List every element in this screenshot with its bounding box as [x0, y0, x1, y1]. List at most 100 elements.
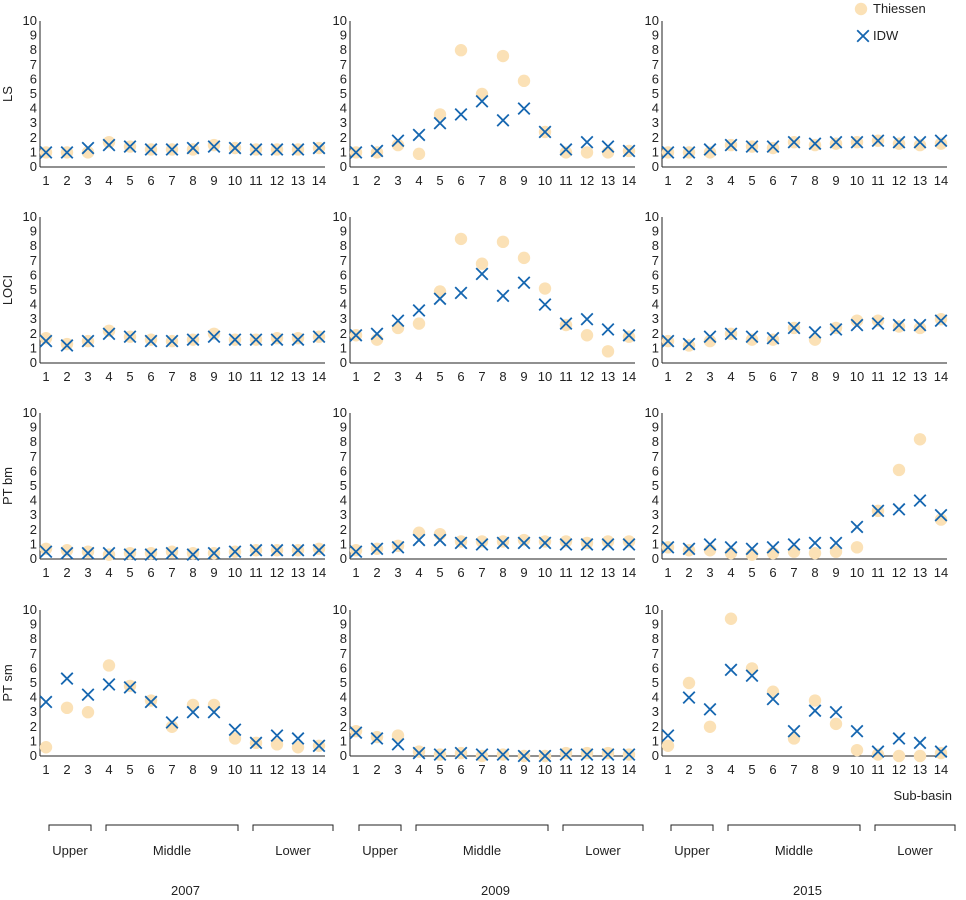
- x-tick-label: 1: [664, 173, 671, 188]
- thiessen-point: [412, 147, 426, 161]
- y-tick-label: 8: [652, 434, 659, 449]
- row-label-1: LS: [0, 86, 15, 102]
- thiessen-point: [517, 251, 531, 265]
- x-tick-label: 13: [291, 762, 305, 777]
- y-tick-label: 8: [652, 42, 659, 57]
- y-tick-label: 6: [652, 71, 659, 86]
- thiessen-point: [703, 720, 717, 733]
- x-tick-label: 10: [228, 762, 242, 777]
- idw-point: [102, 138, 116, 152]
- x-tick-label: 11: [249, 173, 263, 188]
- thiessen-point: [433, 108, 447, 121]
- legend-idw-label: IDW: [873, 28, 899, 43]
- x-tick-label: 5: [126, 369, 133, 384]
- x-tick-label: 14: [622, 173, 636, 188]
- x-tick-label: 9: [520, 173, 527, 188]
- y-tick-label: 10: [333, 602, 347, 617]
- x-tick-label: 1: [42, 173, 49, 188]
- thiessen-point: [186, 546, 200, 560]
- idw-point: [228, 141, 242, 155]
- thiessen-point: [622, 535, 636, 548]
- thiessen-point: [850, 743, 864, 757]
- thiessen-point: [913, 138, 927, 152]
- idw-point: [249, 143, 263, 156]
- idw-point: [913, 736, 927, 750]
- x-tick-label: 7: [168, 565, 175, 580]
- group-bracket: [358, 824, 402, 831]
- idw-point: [60, 672, 74, 686]
- thiessen-point: [601, 535, 615, 548]
- idw-point: [186, 141, 200, 155]
- x-tick-label: 3: [706, 565, 713, 580]
- x-tick-label: 6: [147, 762, 154, 777]
- x-tick-label: 3: [84, 565, 91, 580]
- idw-point: [559, 143, 573, 156]
- x-axis-label: Sub-basin: [893, 788, 952, 803]
- thiessen-point: [102, 135, 116, 149]
- idw-point: [745, 669, 759, 683]
- group-label: Upper: [52, 843, 88, 858]
- thiessen-point: [538, 282, 552, 295]
- idw-point: [433, 533, 447, 547]
- y-tick-label: 9: [30, 617, 37, 632]
- thiessen-point: [808, 546, 822, 560]
- thiessen-point: [934, 313, 948, 326]
- x-tick-label: 2: [373, 762, 380, 777]
- thiessen-point: [102, 659, 116, 672]
- x-tick-label: 1: [352, 369, 359, 384]
- x-tick-label: 12: [892, 369, 906, 384]
- idw-point: [412, 128, 426, 142]
- idw-point: [291, 732, 305, 745]
- x-tick-label: 9: [832, 565, 839, 580]
- thiessen-point: [60, 337, 74, 351]
- x-tick-label: 4: [105, 762, 112, 777]
- x-tick-label: 10: [850, 173, 864, 188]
- y-tick-label: 10: [333, 209, 347, 224]
- x-tick-label: 2: [63, 173, 70, 188]
- idw-point: [829, 705, 843, 719]
- x-tick-label: 9: [210, 173, 217, 188]
- x-tick-label: 4: [415, 565, 422, 580]
- x-tick-label: 5: [436, 369, 443, 384]
- x-tick-label: 4: [105, 369, 112, 384]
- y-tick-label: 6: [652, 660, 659, 675]
- x-tick-label: 4: [727, 762, 734, 777]
- thiessen-point: [682, 339, 696, 352]
- y-tick-label: 2: [340, 719, 347, 734]
- thiessen-point: [745, 548, 759, 561]
- idw-point: [144, 695, 158, 709]
- x-tick-label: 7: [790, 565, 797, 580]
- x-tick-label: 12: [892, 173, 906, 188]
- y-tick-label: 1: [30, 733, 37, 748]
- y-tick-label: 8: [30, 238, 37, 253]
- x-tick-label: 6: [147, 173, 154, 188]
- idw-point: [370, 732, 384, 745]
- thiessen-point: [766, 333, 780, 346]
- thiessen-point: [934, 746, 948, 760]
- legend-thiessen-marker: [854, 2, 868, 16]
- x-tick-label: 4: [415, 762, 422, 777]
- idw-point: [81, 141, 95, 155]
- y-tick-label: 6: [340, 71, 347, 86]
- thiessen-point: [559, 535, 573, 548]
- thiessen-point: [517, 533, 531, 547]
- x-tick-label: 10: [850, 565, 864, 580]
- idw-point: [601, 322, 615, 336]
- x-tick-label: 7: [168, 173, 175, 188]
- idw-point: [538, 125, 552, 139]
- idw-point: [745, 542, 759, 556]
- y-tick-label: 1: [652, 536, 659, 551]
- y-tick-label: 3: [340, 115, 347, 130]
- idw-point: [144, 143, 158, 156]
- y-tick-label: 0: [652, 159, 659, 174]
- x-tick-label: 14: [934, 762, 948, 777]
- idw-point: [312, 543, 326, 557]
- idw-point: [312, 330, 326, 344]
- x-tick-label: 7: [790, 762, 797, 777]
- y-tick-label: 4: [652, 493, 659, 508]
- idw-point: [391, 314, 405, 328]
- idw-point: [60, 339, 74, 352]
- x-tick-label: 10: [850, 762, 864, 777]
- idw-point: [622, 328, 636, 342]
